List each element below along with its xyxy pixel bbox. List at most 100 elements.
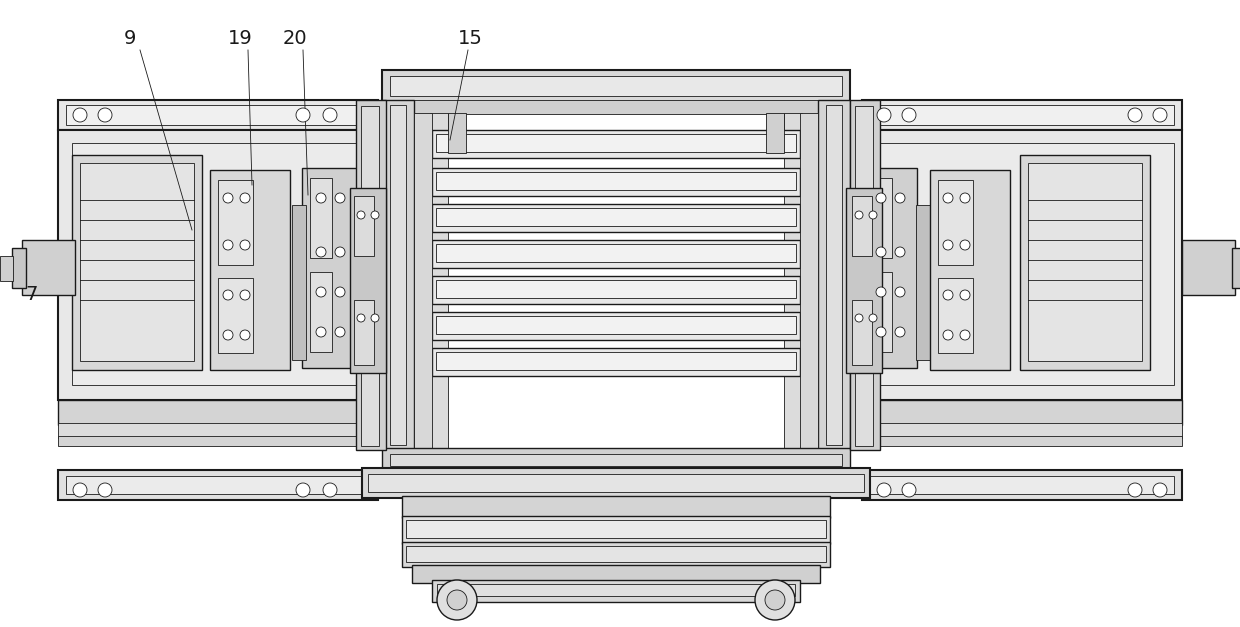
Bar [432,312,800,340]
Bar [303,168,357,368]
Circle shape [765,590,785,610]
Circle shape [241,330,250,340]
Bar [402,542,830,567]
Bar [862,400,1182,425]
Circle shape [371,314,379,322]
Circle shape [895,287,905,297]
Bar [401,100,832,114]
Text: 7: 7 [25,285,37,305]
Bar [849,100,880,450]
Bar [353,300,374,365]
Circle shape [98,483,112,497]
Circle shape [436,580,477,620]
Bar [362,468,870,498]
Circle shape [869,314,877,322]
Bar [436,584,795,596]
Circle shape [875,193,887,203]
Bar [0,256,12,281]
Circle shape [877,483,892,497]
Bar [432,204,800,232]
Bar [391,454,842,466]
Bar [846,188,882,373]
Text: 15: 15 [458,28,482,48]
Circle shape [901,108,916,122]
Bar [870,178,892,258]
Bar [432,580,800,602]
Bar [58,470,378,500]
Circle shape [446,590,467,610]
Circle shape [960,193,970,203]
Bar [1028,163,1142,361]
Bar [391,105,405,445]
Circle shape [335,247,345,257]
Circle shape [856,314,863,322]
Circle shape [942,330,954,340]
Circle shape [296,108,310,122]
Circle shape [322,483,337,497]
Circle shape [895,327,905,337]
Bar [402,496,830,518]
Bar [766,113,784,153]
Bar [436,352,796,370]
Circle shape [869,211,877,219]
Bar [58,130,378,400]
Bar [22,240,74,295]
Bar [58,423,378,438]
Bar [210,170,290,370]
Circle shape [73,108,87,122]
Circle shape [942,290,954,300]
Bar [218,180,253,265]
Circle shape [316,327,326,337]
Bar [784,113,802,450]
Bar [12,248,26,288]
Bar [862,423,1182,438]
Bar [432,168,800,196]
Circle shape [316,193,326,203]
Circle shape [877,108,892,122]
Bar [916,205,930,360]
Circle shape [241,290,250,300]
Bar [291,205,306,360]
Bar [937,278,973,353]
Circle shape [1153,483,1167,497]
Bar [870,272,892,352]
Bar [1021,155,1149,370]
Bar [432,240,800,268]
Bar [405,546,826,562]
Circle shape [895,193,905,203]
Bar [310,272,332,352]
Bar [870,476,1174,494]
Bar [870,105,1174,125]
Circle shape [223,330,233,340]
Circle shape [223,240,233,250]
Bar [402,516,830,544]
Bar [218,278,253,353]
Circle shape [960,240,970,250]
Bar [448,113,466,153]
Bar [310,178,332,258]
Bar [414,113,432,453]
Bar [826,105,842,445]
Circle shape [875,327,887,337]
Bar [800,113,818,453]
Circle shape [316,287,326,297]
Bar [930,170,1011,370]
Bar [436,244,796,262]
Bar [862,436,1182,446]
Bar [432,348,800,376]
Bar [432,130,800,158]
Bar [361,106,379,446]
Circle shape [223,193,233,203]
Circle shape [322,108,337,122]
Bar [353,196,374,256]
Circle shape [357,211,365,219]
Circle shape [1153,108,1167,122]
Circle shape [960,330,970,340]
Bar [436,134,796,152]
Text: 20: 20 [283,28,308,48]
Circle shape [1128,108,1142,122]
Circle shape [1128,483,1142,497]
Bar [937,180,973,265]
Bar [1182,240,1235,295]
Bar [436,316,796,334]
